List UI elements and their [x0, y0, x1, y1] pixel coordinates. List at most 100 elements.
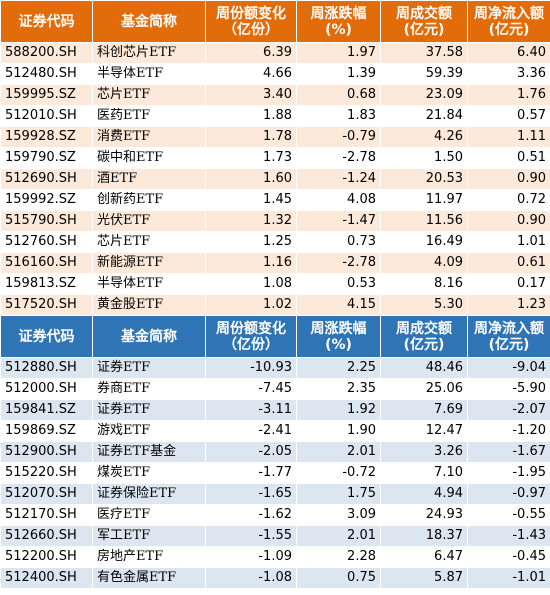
- cell-net-inflow: 1.76: [467, 84, 550, 106]
- cell-weekly-return: -0.79: [296, 126, 381, 148]
- cell-turnover: 6.47: [380, 546, 468, 568]
- header-share-change: 周份额变化 （亿份）: [205, 315, 297, 358]
- cell-turnover: 5.87: [380, 567, 468, 589]
- header-net-inflow: 周净流入额 (亿元): [467, 315, 550, 358]
- cell-share-change: -1.08: [205, 567, 297, 589]
- cell-net-inflow: -0.55: [467, 504, 550, 526]
- cell-security-code: 512200.SH: [0, 546, 93, 568]
- cell-security-code: 159813.SZ: [0, 273, 93, 295]
- cell-security-code: 512010.SH: [0, 105, 93, 127]
- cell-weekly-return: 0.73: [296, 231, 381, 253]
- cell-security-code: 512760.SH: [0, 231, 93, 253]
- cell-fund-name: 创新药ETF: [92, 189, 206, 211]
- cell-security-code: 159995.SZ: [0, 84, 93, 106]
- table-row: 159995.SZ 芯片ETF 3.40 0.68 23.09 1.76: [0, 84, 550, 106]
- cell-share-change: 1.25: [205, 231, 297, 253]
- header-turnover: 周成交额 (亿元): [380, 0, 468, 43]
- cell-share-change: 1.16: [205, 252, 297, 274]
- cell-turnover: 59.39: [380, 63, 468, 85]
- cell-weekly-return: 0.75: [296, 567, 381, 589]
- table-row: 159813.SZ 半导体ETF 1.08 0.53 8.16 0.17: [0, 273, 550, 295]
- cell-turnover: 18.37: [380, 525, 468, 547]
- table-row: 159992.SZ 创新药ETF 1.45 4.08 11.97 0.72: [0, 189, 550, 211]
- cell-share-change: 1.08: [205, 273, 297, 295]
- cell-turnover: 5.30: [380, 294, 468, 316]
- cell-weekly-return: -2.78: [296, 252, 381, 274]
- cell-turnover: 37.58: [380, 42, 468, 64]
- cell-share-change: -1.55: [205, 525, 297, 547]
- table-row: 512400.SH 有色金属ETF -1.08 0.75 5.87 -1.01: [0, 567, 550, 589]
- cell-weekly-return: 0.68: [296, 84, 381, 106]
- cell-fund-name: 半导体ETF: [92, 273, 206, 295]
- table-row: 512480.SH 半导体ETF 4.66 1.39 59.39 3.36: [0, 63, 550, 85]
- cell-weekly-return: -1.24: [296, 168, 381, 190]
- cell-net-inflow: -1.01: [467, 567, 550, 589]
- cell-net-inflow: 0.17: [467, 273, 550, 295]
- cell-weekly-return: 2.35: [296, 378, 381, 400]
- cell-security-code: 512170.SH: [0, 504, 93, 526]
- cell-turnover: 3.26: [380, 441, 468, 463]
- cell-security-code: 512000.SH: [0, 378, 93, 400]
- cell-net-inflow: 1.01: [467, 231, 550, 253]
- cell-fund-name: 券商ETF: [92, 378, 206, 400]
- cell-share-change: -1.77: [205, 462, 297, 484]
- cell-security-code: 159841.SZ: [0, 399, 93, 421]
- cell-net-inflow: -1.67: [467, 441, 550, 463]
- cell-turnover: 12.47: [380, 420, 468, 442]
- cell-turnover: 25.06: [380, 378, 468, 400]
- header-turnover: 周成交额 (亿元): [380, 315, 468, 358]
- cell-security-code: 515790.SH: [0, 210, 93, 232]
- cell-fund-name: 房地产ETF: [92, 546, 206, 568]
- cell-turnover: 23.09: [380, 84, 468, 106]
- cell-security-code: 159992.SZ: [0, 189, 93, 211]
- cell-weekly-return: 4.08: [296, 189, 381, 211]
- cell-fund-name: 黄金股ETF: [92, 294, 206, 316]
- cell-share-change: -3.11: [205, 399, 297, 421]
- header-security-code: 证券代码: [0, 0, 93, 43]
- cell-net-inflow: 0.72: [467, 189, 550, 211]
- table-row: 512760.SH 芯片ETF 1.25 0.73 16.49 1.01: [0, 231, 550, 253]
- cell-share-change: 1.02: [205, 294, 297, 316]
- cell-fund-name: 军工ETF: [92, 525, 206, 547]
- table-row: 512880.SH 证券ETF -10.93 2.25 48.46 -9.04: [0, 357, 550, 379]
- cell-weekly-return: -1.47: [296, 210, 381, 232]
- cell-fund-name: 医药ETF: [92, 105, 206, 127]
- header-share-change: 周份额变化 （亿份）: [205, 0, 297, 43]
- top-section-rows: 588200.SH 科创芯片ETF 6.39 1.97 37.58 6.40 512480.…: [0, 42, 550, 316]
- header-fund-name: 基金简称: [92, 315, 206, 358]
- cell-turnover: 20.53: [380, 168, 468, 190]
- cell-net-inflow: 6.40: [467, 42, 550, 64]
- cell-fund-name: 科创芯片ETF: [92, 42, 206, 64]
- cell-net-inflow: -0.97: [467, 483, 550, 505]
- cell-weekly-return: 1.97: [296, 42, 381, 64]
- cell-security-code: 159928.SZ: [0, 126, 93, 148]
- header-row-top: 证券代码 基金简称 周份额变化 （亿份） 周涨跌幅 (%) 周成交额 (亿元) 周净流…: [0, 0, 550, 43]
- cell-fund-name: 芯片ETF: [92, 84, 206, 106]
- table-row: 516160.SH 新能源ETF 1.16 -2.78 4.09 0.61: [0, 252, 550, 274]
- cell-fund-name: 芯片ETF: [92, 231, 206, 253]
- cell-net-inflow: 0.51: [467, 147, 550, 169]
- table-row: 159869.SZ 游戏ETF -2.41 1.90 12.47 -1.20: [0, 420, 550, 442]
- cell-fund-name: 证券ETF: [92, 357, 206, 379]
- cell-fund-name: 游戏ETF: [92, 420, 206, 442]
- cell-security-code: 512900.SH: [0, 441, 93, 463]
- cell-security-code: 512880.SH: [0, 357, 93, 379]
- cell-turnover: 11.97: [380, 189, 468, 211]
- cell-fund-name: 光伏ETF: [92, 210, 206, 232]
- cell-share-change: 1.45: [205, 189, 297, 211]
- table-row: 159841.SZ 证券ETF -3.11 1.92 7.69 -2.07: [0, 399, 550, 421]
- table-row: 512170.SH 医疗ETF -1.62 3.09 24.93 -0.55: [0, 504, 550, 526]
- cell-share-change: 1.32: [205, 210, 297, 232]
- table-row: 159790.SZ 碳中和ETF 1.73 -2.78 1.50 0.51: [0, 147, 550, 169]
- table-row: 512070.SH 证券保险ETF -1.65 1.75 4.94 -0.97: [0, 483, 550, 505]
- cell-fund-name: 证券ETF基金: [92, 441, 206, 463]
- cell-share-change: -1.65: [205, 483, 297, 505]
- cell-share-change: 1.73: [205, 147, 297, 169]
- cell-net-inflow: 1.11: [467, 126, 550, 148]
- cell-weekly-return: -0.72: [296, 462, 381, 484]
- cell-share-change: -7.45: [205, 378, 297, 400]
- cell-fund-name: 半导体ETF: [92, 63, 206, 85]
- cell-turnover: 7.10: [380, 462, 468, 484]
